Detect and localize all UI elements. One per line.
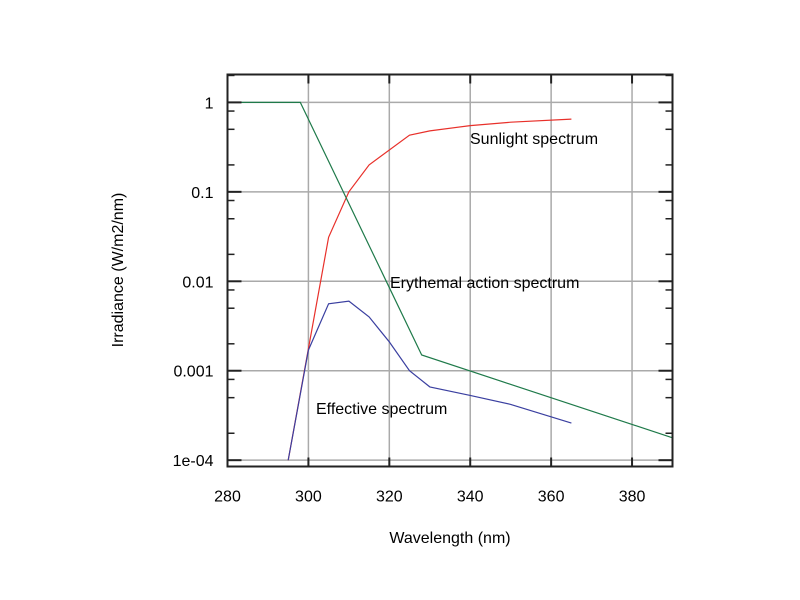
- x-tick-label: 340: [457, 489, 484, 506]
- x-tick-label: 300: [295, 489, 322, 506]
- x-tick-label: 360: [538, 489, 565, 506]
- y-tick-label: 1e-04: [173, 453, 214, 470]
- y-tick-label: 0.1: [191, 185, 213, 202]
- plot-frame: [226, 73, 674, 468]
- y-tick-label: 1: [205, 95, 214, 112]
- x-axis-label: Wavelength (nm): [389, 530, 510, 547]
- series-line-sunlight: [287, 118, 572, 461]
- x-tick-label: 320: [376, 489, 403, 506]
- x-tick-label: 380: [619, 489, 646, 506]
- series-label-sunlight: Sunlight spectrum: [470, 131, 598, 148]
- series-label-erythemal: Erythemal action spectrum: [390, 275, 579, 292]
- y-tick-label: 0.01: [182, 274, 213, 291]
- x-tick-label: 280: [214, 489, 241, 506]
- series-label-effective: Effective spectrum: [316, 401, 447, 418]
- series-line-erythemal: [227, 101, 673, 439]
- series-lines: [227, 101, 673, 461]
- y-tick-label: 0.001: [173, 364, 213, 381]
- series-line-effective: [287, 300, 572, 461]
- tick-labels: 280 300 320 340 360 380 1 0.1 0.01 0.001 1e-04: [173, 95, 646, 505]
- grid: [227, 74, 673, 467]
- y-axis-label: Irradiance (W/m2/nm): [110, 193, 127, 348]
- ticks: [226, 74, 673, 467]
